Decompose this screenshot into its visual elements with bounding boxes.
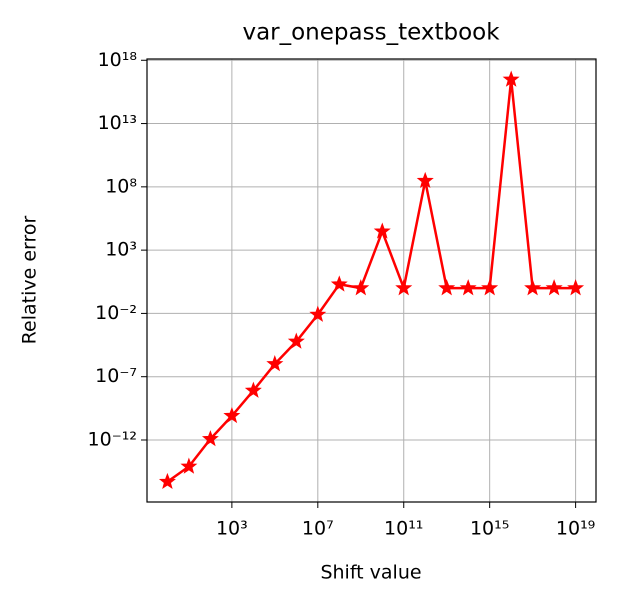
x-tick-label: 10³ xyxy=(216,518,248,540)
marker xyxy=(481,279,499,296)
x-tick-label: 10¹¹ xyxy=(384,518,423,540)
marker xyxy=(180,457,198,474)
plot-frame xyxy=(146,58,597,503)
marker xyxy=(567,279,585,296)
x-tick-label: 10⁷ xyxy=(302,518,334,540)
marker xyxy=(502,70,520,87)
y-tick-label: 10³ xyxy=(105,239,137,261)
x-tick-label: 10¹⁹ xyxy=(556,518,595,540)
marker xyxy=(373,222,391,239)
line xyxy=(166,78,576,483)
marker xyxy=(287,332,305,349)
marker xyxy=(158,472,176,489)
marker xyxy=(244,381,262,398)
marker xyxy=(266,355,284,372)
marker xyxy=(438,279,456,296)
x-axis-label: Shift value xyxy=(320,562,421,584)
marker xyxy=(416,171,434,189)
marker xyxy=(524,279,542,296)
marker xyxy=(201,430,219,447)
chart-title: var_onepass_textbook xyxy=(242,20,500,46)
y-tick-label: 10⁻⁷ xyxy=(95,365,137,387)
marker xyxy=(223,406,241,424)
y-tick-label: 10⁻² xyxy=(95,302,137,324)
marker xyxy=(459,279,477,296)
x-tick-label: 10¹⁵ xyxy=(470,518,509,540)
marker xyxy=(395,279,413,296)
y-axis-label: Relative error xyxy=(19,215,41,344)
y-tick-label: 10⁸ xyxy=(105,175,137,197)
y-tick-label: 10¹⁸ xyxy=(98,49,137,71)
marker xyxy=(330,275,348,292)
marker xyxy=(545,279,563,296)
y-tick-label: 10¹³ xyxy=(98,112,137,134)
marker xyxy=(309,305,327,322)
y-tick-label: 10⁻¹² xyxy=(88,428,137,450)
marker xyxy=(352,279,370,296)
